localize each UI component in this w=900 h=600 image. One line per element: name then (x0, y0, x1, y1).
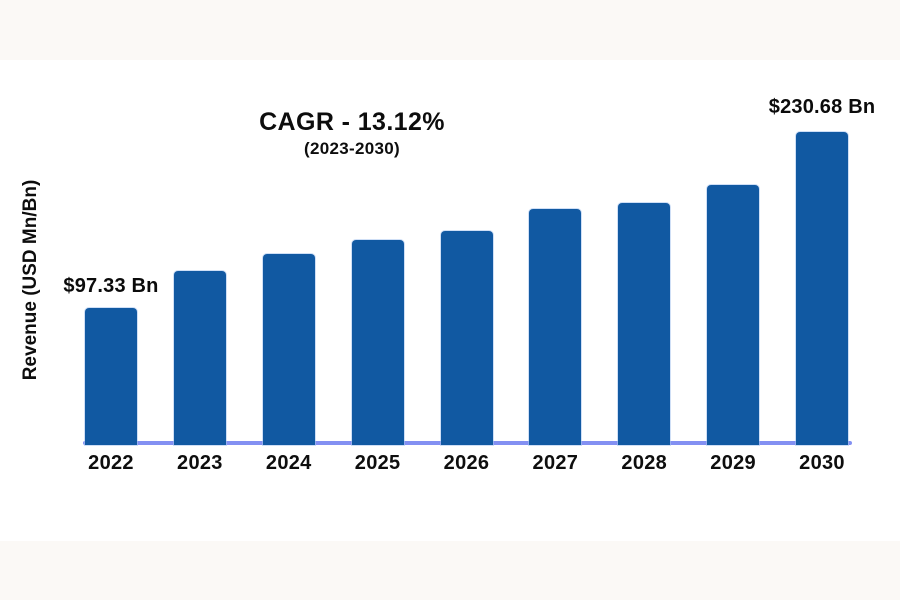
chart-title-block: CAGR - 13.12% (2023-2030) (259, 108, 445, 159)
top-background-band (0, 0, 900, 60)
bar-2023 (173, 271, 226, 445)
x-axis-label-2024: 2024 (265, 452, 312, 474)
chart-subtitle: (2023-2030) (304, 139, 400, 158)
bar-2025 (351, 240, 404, 445)
x-axis-label-2028: 2028 (621, 452, 668, 474)
chart-title: CAGR - 13.12% (259, 108, 445, 136)
data-label-2030: $230.68 Bn (768, 96, 876, 118)
bar-2026 (440, 231, 493, 445)
bar-2029 (707, 185, 760, 445)
y-axis-title: Revenue (USD Mn/Bn) (20, 179, 41, 381)
plot-area: 2022 2023 2024 2025 2026 2027 2028 2029 2030 (83, 0, 852, 474)
x-axis-label-2026: 2026 (443, 452, 490, 474)
x-axis-label-2027: 2027 (532, 452, 579, 474)
x-axis-label-2022: 2022 (88, 452, 134, 474)
bottom-background-band (0, 541, 900, 600)
bar-2022 (85, 308, 137, 445)
x-axis-label-2023: 2023 (177, 452, 223, 474)
bar-2028 (618, 203, 671, 445)
bar-2024 (262, 254, 315, 445)
bar-2030 (796, 132, 848, 445)
x-axis-label-2030: 2030 (799, 452, 845, 474)
data-label-2022: $97.33 Bn (63, 275, 159, 297)
x-axis-label-2029: 2029 (710, 452, 756, 474)
bar-2027 (529, 209, 582, 445)
x-axis-label-2025: 2025 (354, 452, 401, 474)
